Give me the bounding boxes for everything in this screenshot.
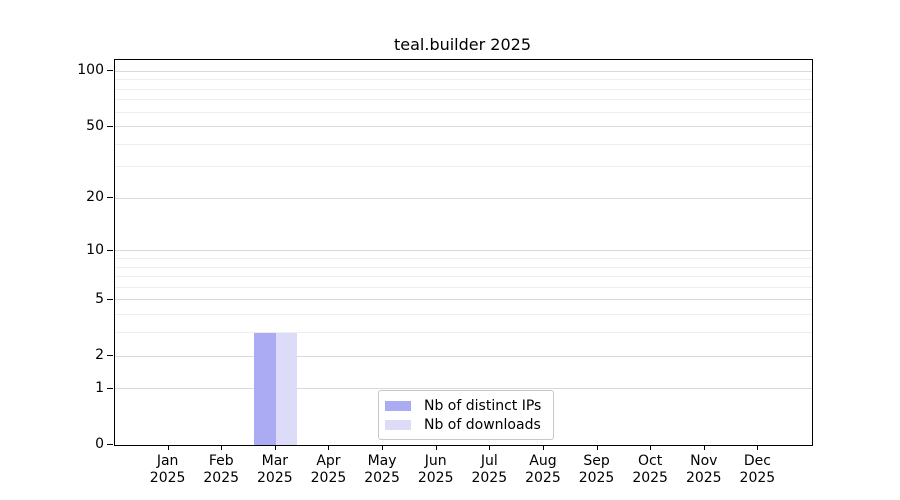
legend-swatch-downloads: [385, 419, 411, 430]
y-tick-label: 10: [86, 241, 104, 258]
y-gridline-minor: [115, 88, 812, 90]
x-tick-mark: [650, 445, 652, 450]
y-gridline-minor: [115, 266, 812, 268]
y-gridline-major: [115, 70, 812, 72]
x-tick-label: Jun 2025: [417, 453, 454, 486]
y-tick-label: 5: [95, 290, 104, 307]
legend-label-downloads: Nb of downloads: [424, 416, 541, 433]
x-tick-mark: [757, 445, 759, 450]
y-gridline-minor: [115, 276, 812, 278]
y-gridline-minor: [115, 99, 812, 101]
y-gridline-minor: [115, 332, 812, 334]
x-tick-label: Oct 2025: [632, 453, 668, 486]
x-tick-mark: [542, 445, 544, 450]
y-tick-label: 100: [77, 62, 104, 79]
y-gridline-major: [115, 197, 812, 199]
y-gridline-minor: [115, 314, 812, 316]
x-tick-label: Apr 2025: [310, 453, 347, 486]
legend-row-distinct-ips: Nb of distinct IPs: [385, 396, 553, 415]
bar-downloads: [275, 332, 298, 445]
legend: Nb of distinct IPs Nb of downloads: [378, 390, 554, 440]
x-tick-label: Nov 2025: [685, 453, 722, 486]
x-tick-label: Feb 2025: [203, 453, 240, 486]
y-gridline-minor: [115, 166, 812, 168]
x-tick-mark: [167, 445, 169, 450]
legend-row-downloads: Nb of downloads: [385, 415, 553, 434]
y-tick-mark: [107, 387, 113, 389]
x-tick-label: Jul 2025: [471, 453, 508, 486]
y-gridline-minor: [115, 286, 812, 288]
y-gridline-minor: [115, 111, 812, 113]
y-tick-mark: [107, 298, 113, 300]
chart-title: teal.builder 2025: [393, 35, 532, 54]
y-gridline-minor: [115, 143, 812, 145]
y-gridline-minor: [115, 258, 812, 259]
y-tick-mark: [107, 444, 113, 445]
y-tick-mark: [107, 249, 113, 251]
x-tick-mark: [382, 445, 384, 450]
y-tick-label: 0: [95, 436, 104, 452]
x-tick-mark: [435, 445, 437, 450]
x-tick-mark: [489, 445, 491, 450]
x-tick-label: May 2025: [364, 453, 400, 486]
y-tick-label: 20: [86, 189, 104, 206]
x-tick-label: Dec 2025: [739, 453, 776, 486]
y-tick-label: 50: [86, 117, 104, 134]
y-tick-label: 1: [95, 379, 104, 396]
y-tick-mark: [107, 70, 113, 72]
y-tick-mark: [107, 355, 113, 357]
x-tick-label: Sep 2025: [578, 453, 615, 486]
x-tick-label: Jan 2025: [149, 453, 186, 486]
y-gridline-major: [115, 250, 812, 252]
x-tick-mark: [596, 445, 598, 450]
plot-area: [114, 59, 813, 446]
y-tick-label: 2: [95, 347, 104, 364]
legend-label-distinct-ips: Nb of distinct IPs: [424, 397, 542, 414]
y-gridline-major: [115, 299, 812, 301]
y-tick-mark: [107, 125, 113, 127]
y-gridline-major: [115, 355, 812, 357]
legend-swatch-distinct-ips: [385, 400, 411, 411]
x-tick-mark: [328, 445, 330, 450]
x-tick-label: Aug 2025: [525, 453, 561, 486]
x-tick-mark: [703, 445, 705, 450]
y-gridline-major: [115, 388, 812, 390]
x-tick-mark: [221, 445, 223, 450]
y-gridline-minor: [115, 79, 812, 81]
x-tick-label: Mar 2025: [257, 453, 293, 486]
x-tick-mark: [274, 445, 276, 450]
y-tick-mark: [107, 197, 113, 199]
y-gridline-major: [115, 126, 812, 128]
bar-distinct-ips: [254, 332, 276, 445]
